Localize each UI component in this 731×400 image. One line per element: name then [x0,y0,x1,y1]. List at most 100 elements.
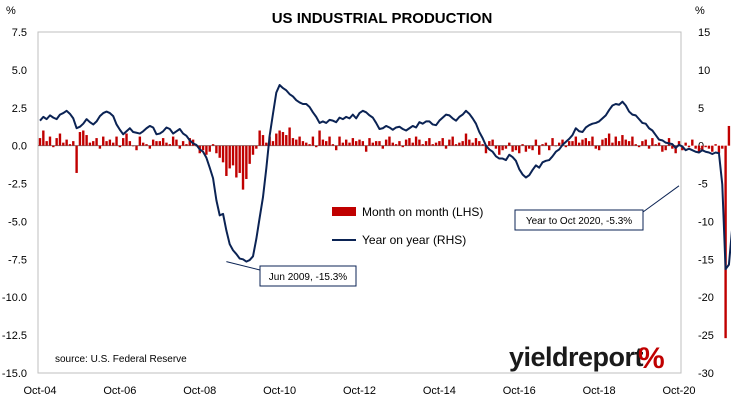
bar-month-on-month [491,139,494,146]
bar-month-on-month [574,136,578,146]
bar-month-on-month [511,145,514,152]
x-axis: Oct-04 Oct-06 Oct-08 Oct-10 Oct-12 Oct-14 Oct-… [23,385,695,397]
bar-month-on-month [681,145,684,151]
x-tick-label: Oct-18 [583,385,616,397]
annotation-leader-line [226,261,261,271]
bar-month-on-month [654,144,657,146]
annotation-label: Year to Oct 2020, -5.3% [526,216,632,227]
bar-month-on-month [647,145,651,149]
right-tick-label: -20 [698,292,714,304]
bar-month-on-month [494,145,498,149]
bar-month-on-month [528,145,531,149]
bar-month-on-month [265,142,268,146]
bar-month-on-month [288,127,291,146]
bar-month-on-month [138,136,142,146]
bar-month-on-month [115,136,118,146]
bar-month-on-month [311,136,315,146]
bar-month-on-month [428,138,431,146]
bar-month-on-month [664,145,667,151]
bar-month-on-month [255,145,258,149]
bar-month-on-month [381,145,384,149]
bar-month-on-month [48,136,52,146]
x-tick-label: Oct-16 [503,385,536,397]
bar-month-on-month [298,136,301,146]
bar-month-on-month [394,144,398,146]
bar-month-on-month [228,145,231,169]
bar-month-on-month [102,136,105,146]
left-tick-label: -12.5 [2,330,27,342]
bar-month-on-month [434,142,438,146]
bar-month-on-month [358,139,361,146]
bar-month-on-month [577,142,581,146]
bar-month-on-month [68,144,72,146]
bar-month-on-month [461,141,464,146]
bar-month-on-month [155,141,158,146]
bar-month-on-month [128,141,132,146]
bar-month-on-month [305,142,308,146]
right-tick-label: 10 [698,65,710,77]
bar-month-on-month [518,145,521,154]
bar-month-on-month [42,130,45,146]
bar-month-on-month [258,130,261,146]
bar-month-on-month [691,139,694,146]
bar-month-on-month [701,145,704,151]
left-axis-unit: % [6,5,16,17]
annotation-label: Jun 2009, -15.3% [269,272,347,283]
bar-month-on-month [554,145,558,147]
bar-month-on-month [484,145,488,154]
bar-month-on-month [325,141,328,146]
left-tick-label: -5.0 [8,216,27,228]
bar-month-on-month [378,141,381,146]
bar-month-on-month [431,144,434,146]
right-tick-label: -30 [698,368,714,380]
bar-month-on-month [384,139,388,146]
bar-month-on-month [145,144,148,146]
bar-month-on-month [211,144,215,146]
bar-month-on-month [348,142,351,146]
legend: Month on month (LHS) Year on year (RHS) [332,205,483,247]
legend-label-year-on-year: Year on year (RHS) [362,233,466,247]
bar-month-on-month [235,145,238,178]
right-tick-label: -5 [698,179,708,191]
x-tick-label: Oct-12 [343,385,376,397]
bar-month-on-month [165,142,168,146]
bar-month-on-month [215,145,218,154]
right-tick-label: -10 [698,216,714,228]
bar-month-on-month [584,138,588,146]
bar-month-on-month [65,139,68,146]
right-tick-label: 5 [698,103,704,115]
bar-month-on-month [667,138,671,146]
annotation-box [259,265,357,287]
bar-month-on-month [158,141,162,146]
bar-month-on-month [291,138,295,146]
bar-month-on-month [631,136,634,146]
bar-month-on-month [275,133,278,146]
bar-month-on-month [351,138,355,146]
bar-month-on-month [594,145,597,149]
bar-series-month-on-month [38,125,731,339]
bar-month-on-month [341,142,345,146]
bar-month-on-month [561,139,564,146]
bar-month-on-month [704,145,707,148]
bar-month-on-month [707,145,711,149]
bar-month-on-month [641,141,644,146]
chart-title: US INDUSTRIAL PRODUCTION [272,10,493,27]
bar-month-on-month [488,141,491,146]
bar-month-on-month [624,139,627,146]
brand-name: yieldreport [509,342,644,372]
x-tick-label: Oct-04 [23,385,56,397]
bar-month-on-month [651,138,654,146]
annotation-leader-line [642,185,680,213]
bar-month-on-month [338,136,341,146]
bar-month-on-month [557,142,561,146]
bar-month-on-month [617,141,621,146]
x-tick-label: Oct-10 [263,385,296,397]
line-series-year-on-year [39,84,731,271]
bar-month-on-month [621,135,624,146]
left-tick-label: -2.5 [8,179,27,191]
bar-month-on-month [671,145,674,149]
bar-month-on-month [504,145,508,149]
bar-month-on-month [188,138,191,146]
bar-month-on-month [201,145,205,151]
